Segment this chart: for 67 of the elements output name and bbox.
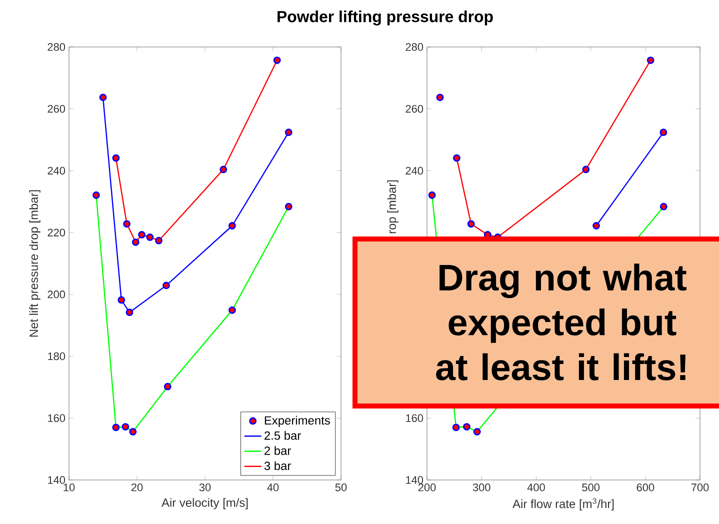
annotation: Drag not what expected but at least it lifts! [436, 264, 686, 380]
x-tick-label: 700 [691, 484, 709, 492]
y-tick-label: 200 [48, 290, 66, 298]
legend-label: 2.5 bar [264, 431, 301, 440]
point [162, 282, 170, 290]
point [138, 231, 146, 238]
point [284, 128, 292, 136]
x-tick-label: 30 [199, 484, 211, 492]
y-tick-label: 260 [48, 104, 66, 113]
point [273, 56, 281, 64]
point [129, 428, 137, 436]
point [126, 308, 134, 316]
point [146, 233, 154, 241]
y-tick-label: 160 [48, 414, 66, 422]
point [436, 94, 444, 102]
point [92, 191, 100, 199]
y-tick-label: 240 [406, 166, 424, 175]
y-tick-label: 140 [406, 476, 424, 484]
x-tick-label: 50 [335, 484, 347, 492]
y-axis-title: Net lift pressure drop [mbar] [29, 190, 40, 337]
x-axis-title: Air velocity [m/s] [162, 498, 248, 510]
point [452, 424, 460, 432]
point [453, 154, 460, 162]
y-tick-label: 180 [48, 352, 66, 360]
point [112, 154, 120, 162]
point [228, 222, 236, 230]
point [112, 424, 120, 432]
point [646, 56, 654, 64]
x-tick-label: 400 [527, 484, 545, 492]
point [660, 202, 668, 210]
legend-label: 3 bar [264, 461, 291, 470]
x-tick-label: 200 [418, 484, 436, 492]
x-tick-label: 500 [582, 484, 600, 492]
point [132, 238, 140, 246]
x-tick-label: 40 [267, 484, 279, 492]
legend-label: Experiments [264, 416, 330, 428]
point [428, 191, 436, 199]
point [660, 128, 668, 136]
point [122, 423, 130, 430]
point [284, 202, 292, 210]
point [99, 94, 107, 102]
x-tick-label: 20 [131, 484, 143, 492]
y-tick-label: 140 [48, 476, 66, 484]
point [155, 236, 162, 244]
x-tick-label: 300 [472, 484, 490, 492]
y-tick-label: 280 [406, 43, 424, 51]
x-tick-label: 600 [636, 484, 654, 492]
legend-label: 2 bar [264, 446, 291, 455]
y-tick-label: 260 [406, 104, 424, 113]
point [118, 296, 126, 304]
y-tick-label: 240 [48, 166, 66, 175]
y-tick-label: 160 [406, 414, 424, 422]
x-axis-title: Air flow rate [m$^{3}$/hr] [512, 498, 614, 510]
point [463, 423, 470, 430]
y-axis-title: rop [mbar] [387, 180, 398, 234]
y-tick-label: 220 [48, 228, 66, 236]
point [473, 428, 481, 436]
point [467, 220, 475, 228]
point [228, 306, 236, 314]
point [123, 220, 131, 228]
y-tick-label: 280 [48, 43, 66, 51]
text: Powder lifting pressure drop [278, 10, 493, 26]
point [592, 222, 600, 230]
point [220, 166, 228, 174]
point [582, 166, 590, 174]
x-tick-label: 10 [64, 484, 75, 492]
point [164, 382, 172, 390]
